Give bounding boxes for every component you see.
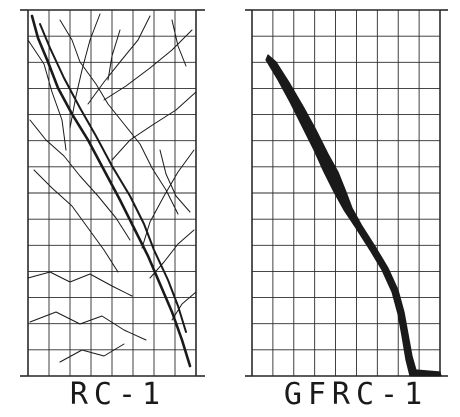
rc-1-crack [107, 29, 121, 81]
gfrc-1-main-crack [265, 54, 442, 377]
rc-1-crack [33, 169, 119, 273]
rc-1-specimen-panel [20, 9, 205, 377]
rc-1-grid [27, 9, 197, 377]
rc-1-crack [171, 19, 187, 67]
rc-1-main-crack [30, 14, 192, 368]
rc-1-main-crack-branch [39, 23, 187, 333]
rc-1-crack [69, 13, 101, 129]
rc-1-crack [171, 291, 197, 321]
gfrc-1-specimen-panel [245, 9, 448, 377]
rc-1-crack [159, 149, 191, 213]
rc-1-crack [87, 15, 151, 105]
rc-1-crack [29, 311, 147, 341]
rc-1-caption: RC-1 [69, 377, 167, 412]
rc-1-crack [59, 19, 179, 215]
rc-1-crack [141, 149, 195, 249]
rc-1-crack [27, 39, 67, 151]
rc-1-crack [27, 271, 133, 297]
rc-1-crack-pattern [27, 13, 197, 368]
rc-1-crack [59, 343, 125, 363]
rc-1-crack [103, 29, 193, 101]
rc-1-crack [29, 119, 131, 241]
rc-1-crack [111, 91, 197, 161]
gfrc-1-caption: GFRC-1 [283, 377, 429, 412]
rc-1-crack [149, 229, 195, 279]
